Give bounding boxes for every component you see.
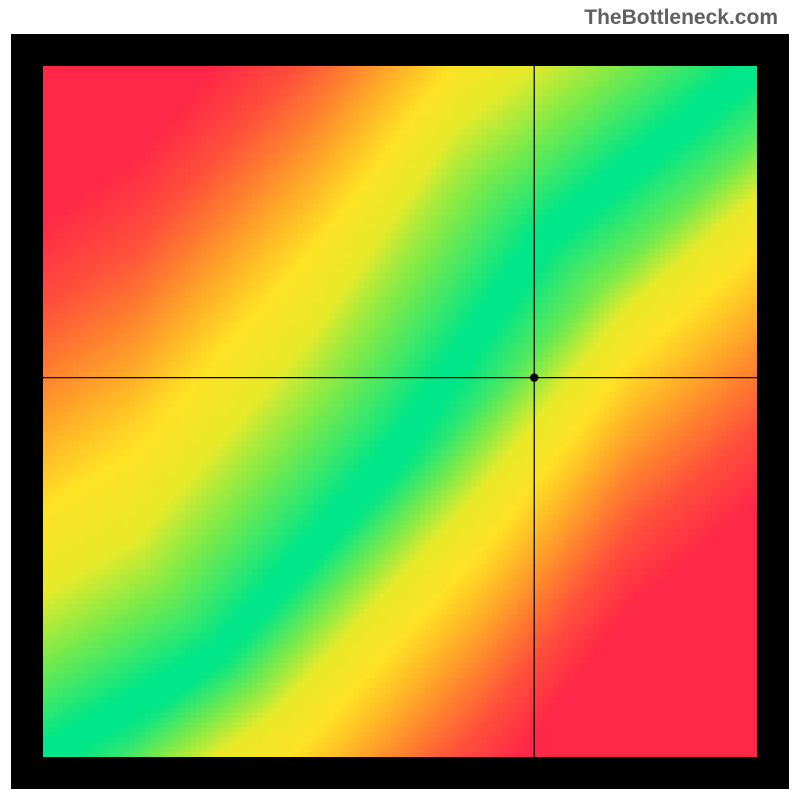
root: TheBottleneck.com bbox=[0, 0, 800, 800]
chart-frame bbox=[11, 34, 789, 789]
attribution-text: TheBottleneck.com bbox=[584, 6, 778, 30]
bottleneck-heatmap bbox=[43, 66, 757, 757]
